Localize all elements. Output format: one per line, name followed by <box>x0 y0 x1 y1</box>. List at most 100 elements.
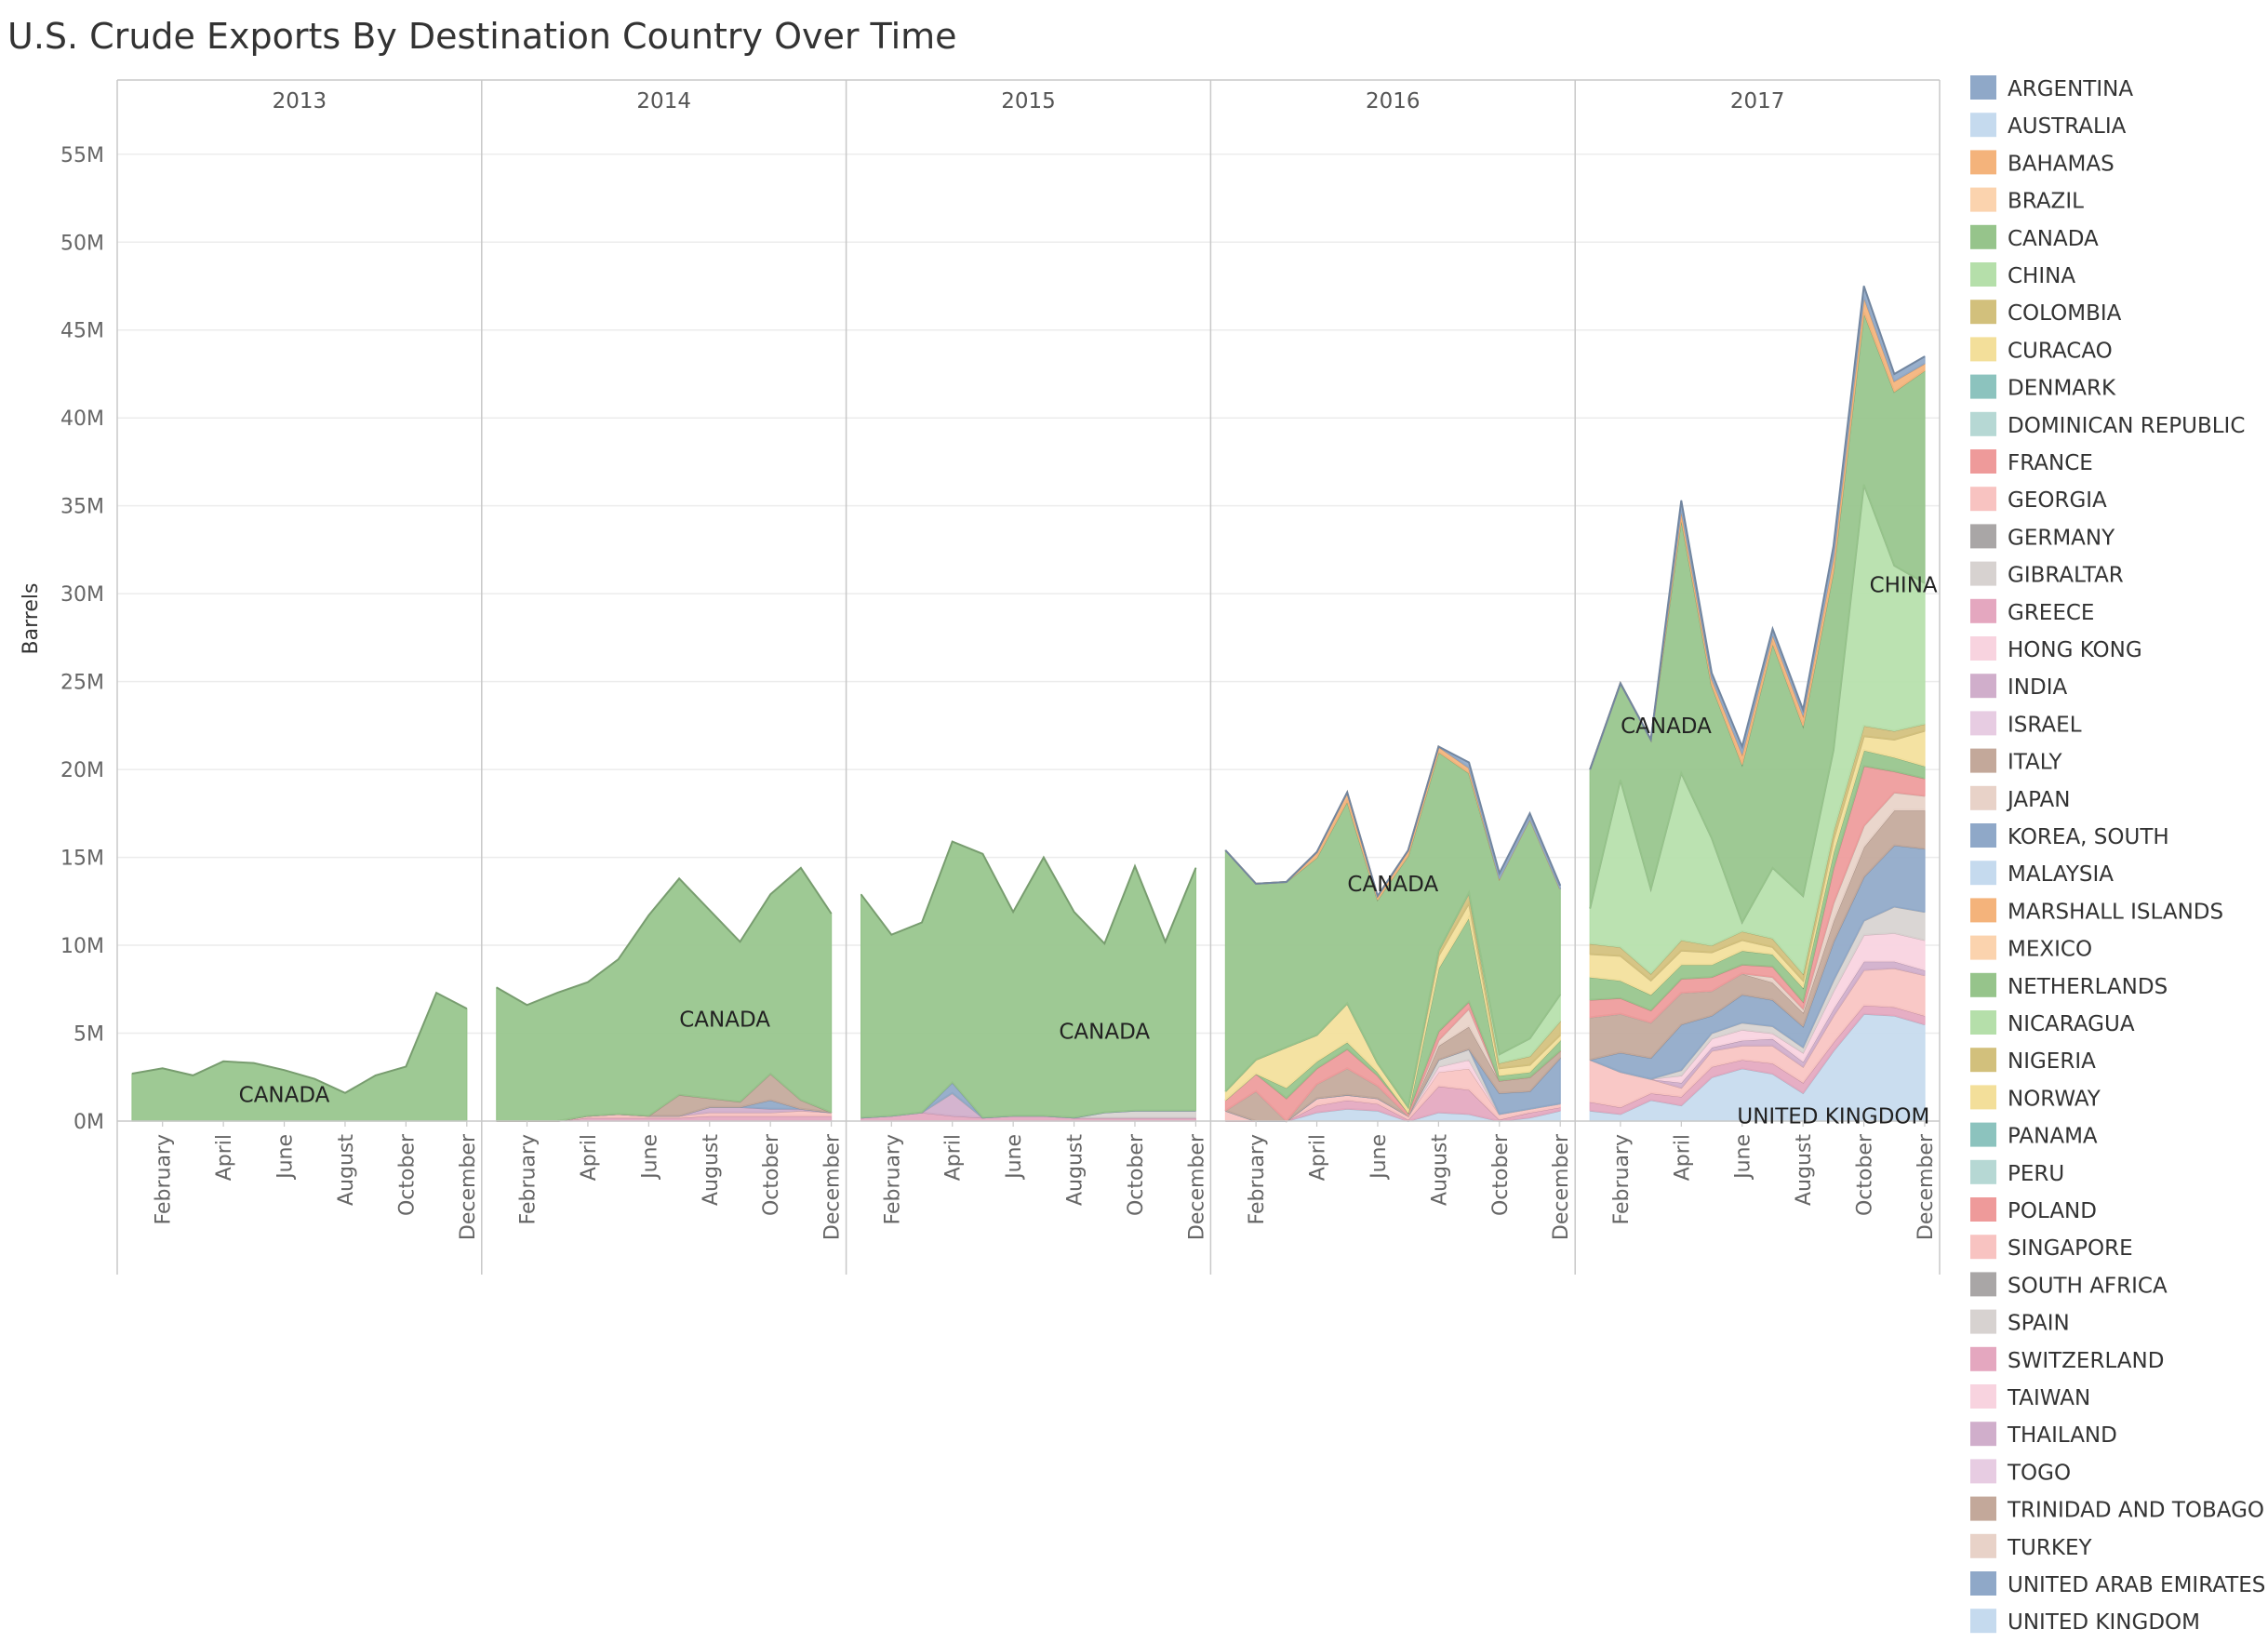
month-tick-label: April <box>942 1134 966 1181</box>
legend-swatch <box>1970 449 1996 474</box>
month-tick-label: April <box>213 1134 236 1181</box>
month-tick-label: June <box>1367 1134 1391 1181</box>
annotation-united-kingdom: UNITED KINGDOM <box>1737 1104 1929 1129</box>
legend-swatch <box>1970 972 1996 997</box>
y-tick-label: 10M <box>60 935 104 958</box>
legend-label: TAIWAN <box>2007 1386 2090 1410</box>
legend-swatch <box>1970 337 1996 362</box>
month-tick-label: June <box>274 1134 298 1181</box>
chart-title: U.S. Crude Exports By Destination Countr… <box>7 16 957 57</box>
legend-swatch <box>1970 374 1996 399</box>
area-annotations: CANADA CANADA CANADA CANADA CANADA CHINA UNITE… <box>239 574 1938 1129</box>
month-tick-label: December <box>457 1133 480 1240</box>
legend-label: COLOMBIA <box>2008 301 2122 326</box>
y-tick-label: 30M <box>60 583 104 607</box>
y-tick-label: 50M <box>60 232 104 255</box>
area-edge <box>860 840 1197 946</box>
legend-swatch <box>1970 1085 1996 1110</box>
month-tick-label: June <box>1732 1134 1755 1181</box>
legend-swatch <box>1970 524 1996 549</box>
legend-label: TRINIDAD AND TOBAGO <box>2007 1499 2264 1523</box>
area-edge <box>131 991 468 1094</box>
legend-swatch <box>1970 1048 1996 1073</box>
month-tick-label: February <box>1610 1134 1634 1225</box>
legend-label: CHINA <box>2008 264 2075 288</box>
annotation-canada: CANADA <box>679 1008 770 1032</box>
month-tick-label: June <box>1003 1134 1026 1181</box>
legend-swatch <box>1970 1384 1996 1409</box>
legend-swatch <box>1970 935 1996 960</box>
legend-swatch <box>1970 1010 1996 1035</box>
legend-label: SPAIN <box>2008 1312 2070 1336</box>
year-header-2016: 2016 <box>1366 89 1421 114</box>
panel-frames <box>116 79 1941 1275</box>
legend-label: AUSTRALIA <box>2008 114 2127 139</box>
area-edge <box>1589 286 1926 770</box>
y-tick-label: 5M <box>73 1023 104 1047</box>
legend-label: THAILAND <box>2007 1423 2117 1448</box>
legend-swatch <box>1970 1422 1996 1447</box>
legend-label: HONG KONG <box>2008 638 2142 662</box>
legend-swatch <box>1970 300 1996 325</box>
annotation-china: CHINA <box>1870 574 1938 598</box>
year-headers: 2013 2014 2015 2016 2017 <box>273 89 1785 114</box>
y-tick-label: 35M <box>60 496 104 519</box>
legend-swatch <box>1970 1609 1996 1634</box>
legend-label: UNITED ARAB EMIRATES <box>2008 1573 2265 1597</box>
month-tick-label: February <box>153 1134 176 1225</box>
legend-label: ITALY <box>2008 751 2063 775</box>
legend-label: MARSHALL ISLANDS <box>2008 900 2223 924</box>
legend-label: BRAZIL <box>2008 190 2084 214</box>
area-edge <box>1224 745 1562 899</box>
legend-label: MEXICO <box>2008 938 2092 962</box>
legend-swatch <box>1970 113 1996 138</box>
legend-swatch <box>1970 487 1996 512</box>
month-tick-label: August <box>700 1134 723 1206</box>
legend-swatch <box>1970 1122 1996 1147</box>
legend-swatch <box>1970 1533 1996 1558</box>
legend-label: INDIA <box>2008 675 2067 700</box>
legend-label: PANAMA <box>2008 1125 2098 1149</box>
annotation-canada: CANADA <box>1347 873 1438 897</box>
month-tick-label: April <box>1671 1134 1694 1181</box>
month-tick-label: February <box>1246 1134 1269 1225</box>
legend-swatch <box>1970 1496 1996 1521</box>
year-header-2015: 2015 <box>1001 89 1056 114</box>
legend-swatch <box>1970 823 1996 848</box>
legend-label: FRANCE <box>2008 451 2093 475</box>
year-header-2017: 2017 <box>1730 89 1785 114</box>
legend-label: TOGO <box>2007 1461 2071 1485</box>
legend-swatch <box>1970 711 1996 736</box>
year-header-2014: 2014 <box>636 89 691 114</box>
legend-label: TURKEY <box>2007 1536 2092 1560</box>
legend-label: NORWAY <box>2008 1087 2101 1111</box>
month-tick-label: December <box>1914 1133 1938 1240</box>
legend-label: GIBRALTAR <box>2008 564 2124 588</box>
legend-label: BAHAMAS <box>2008 152 2115 176</box>
legend-swatch <box>1970 674 1996 699</box>
legend-swatch <box>1970 262 1996 287</box>
legend-label: NICARAGUA <box>2008 1012 2135 1036</box>
legend-label: GERMANY <box>2008 526 2115 550</box>
annotation-canada: CANADA <box>1621 715 1712 739</box>
annotation-canada: CANADA <box>1059 1021 1150 1045</box>
month-tick-label: August <box>335 1134 358 1206</box>
y-axis: 0M 5M 10M 15M 20M 25M 30M 35M 40M 45M 50M 55M <box>60 144 104 1134</box>
legend-swatch <box>1970 636 1996 661</box>
month-tick-label: December <box>1550 1133 1573 1240</box>
legend-label: MALAYSIA <box>2008 862 2114 887</box>
area-edge <box>496 866 833 1007</box>
month-tick-label: February <box>881 1134 904 1225</box>
legend-label: DENMARK <box>2008 377 2116 401</box>
y-tick-label: 55M <box>60 144 104 167</box>
month-tick-label: August <box>1428 1134 1451 1206</box>
area-canada-2014 <box>496 867 833 1122</box>
legend-swatch <box>1970 1197 1996 1222</box>
legend: ARGENTINA AUSTRALIA BAHAMAS BRAZIL CANADA CHI… <box>1970 75 2265 1635</box>
legend-swatch <box>1970 187 1996 212</box>
legend-swatch <box>1970 1235 1996 1260</box>
month-tick-label: December <box>821 1133 845 1240</box>
month-tick-label: October <box>1125 1133 1148 1216</box>
legend-label: ISRAEL <box>2008 713 2082 737</box>
